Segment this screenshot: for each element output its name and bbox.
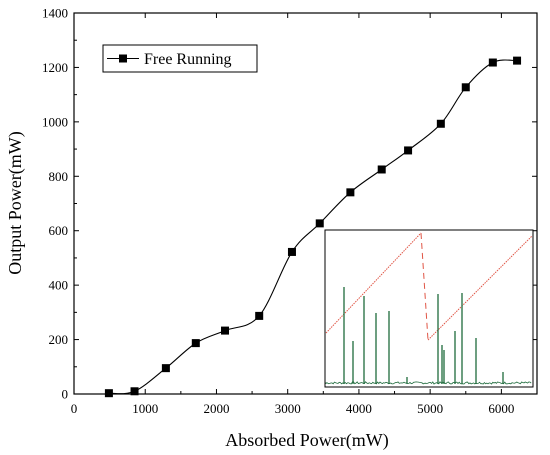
inset-frame	[324, 229, 534, 388]
axis-ticks	[73, 12, 537, 395]
x-tick-label: 2000	[203, 401, 229, 416]
y-tick-label: 400	[49, 278, 69, 293]
legend-marker	[119, 54, 127, 63]
data-point	[461, 83, 470, 92]
data-point	[221, 326, 230, 335]
y-tick-label: 1200	[42, 60, 68, 75]
data-point	[287, 247, 296, 256]
y-tick-label: 600	[49, 223, 69, 238]
data-point	[404, 146, 413, 155]
inset-ramp-drop	[420, 232, 429, 341]
x-tick-label: 0	[71, 401, 78, 416]
y-tick-label: 1400	[42, 6, 68, 21]
x-tick-label: 6000	[488, 401, 514, 416]
inset-ramp	[427, 235, 533, 341]
data-point	[161, 364, 170, 373]
y-tick-label: 200	[49, 332, 69, 347]
inset-chart	[324, 229, 534, 388]
x-tick-labels: 0 1000 2000 3000 4000 5000 6000	[71, 401, 515, 416]
series-free-running-markers	[104, 56, 522, 398]
data-point	[130, 387, 139, 396]
y-tick-label: 1000	[42, 114, 68, 129]
x-tick-label: 5000	[417, 401, 443, 416]
data-point	[255, 311, 264, 320]
x-tick-label: 4000	[346, 401, 372, 416]
y-axis-title: Output Power(mW)	[5, 131, 26, 274]
data-point	[513, 56, 522, 65]
data-point	[191, 339, 200, 348]
legend: Free Running	[102, 44, 258, 73]
legend-label: Free Running	[144, 51, 232, 68]
data-point	[346, 188, 355, 197]
x-tick-label: 3000	[275, 401, 301, 416]
inset-ramp	[325, 232, 422, 334]
y-tick-label: 800	[49, 169, 69, 184]
x-axis-title: Absorbed Power(mW)	[225, 430, 388, 451]
data-point	[104, 389, 113, 398]
x-tick-label: 1000	[132, 401, 158, 416]
data-point	[377, 165, 386, 174]
inset-baseline	[325, 381, 532, 385]
data-point	[436, 119, 445, 128]
y-tick-label: 0	[62, 387, 69, 402]
data-point	[488, 58, 497, 67]
y-tick-labels: 0 200 400 600 800 1000 1200 1400	[42, 6, 68, 402]
data-point	[315, 219, 324, 228]
